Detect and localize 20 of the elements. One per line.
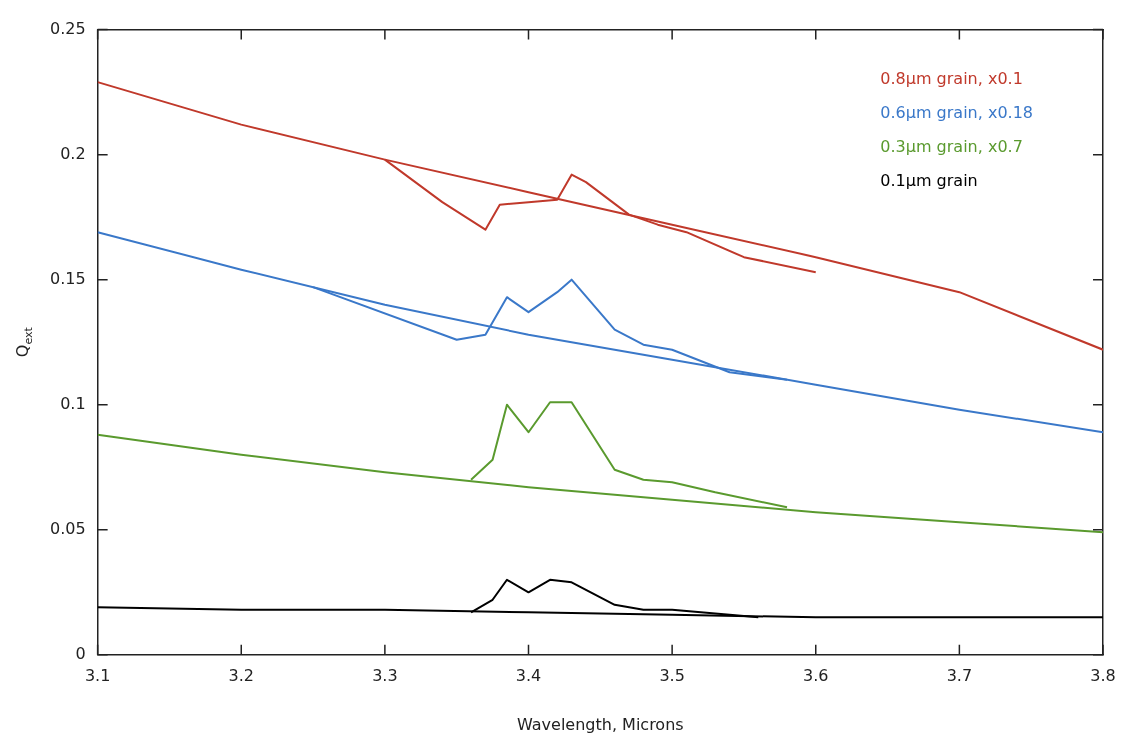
y-tick-label: 0.25 <box>50 18 86 38</box>
y-tick-label: 0.15 <box>50 268 86 288</box>
x-tick-label: 3.5 <box>659 665 685 685</box>
y-tick-label: 0 <box>75 643 86 663</box>
x-tick-label: 3.2 <box>228 665 254 685</box>
x-axis-title: Wavelength, Microns <box>517 715 684 734</box>
text: 0.6μm grain, x0.18 <box>880 102 1033 122</box>
x-tick-label: 3.1 <box>84 665 111 685</box>
x-tick-label: 3.8 <box>1090 665 1116 685</box>
x-tick-label: 3.4 <box>515 665 542 685</box>
y-tick-label: 0.1 <box>60 393 86 413</box>
y-axis-title: Qext <box>13 326 35 358</box>
x-tick-label: 3.6 <box>803 665 829 685</box>
x-tick-label: 3.7 <box>946 665 973 685</box>
x-tick-label: 3.3 <box>372 665 398 685</box>
text: 0.8μm grain, x0.1 <box>880 68 1023 88</box>
y-tick-label: 0.05 <box>50 518 86 538</box>
text: 0.1μm grain <box>880 170 978 190</box>
text: 0.3μm grain, x0.7 <box>880 136 1023 156</box>
y-tick-label: 0.2 <box>60 143 86 163</box>
